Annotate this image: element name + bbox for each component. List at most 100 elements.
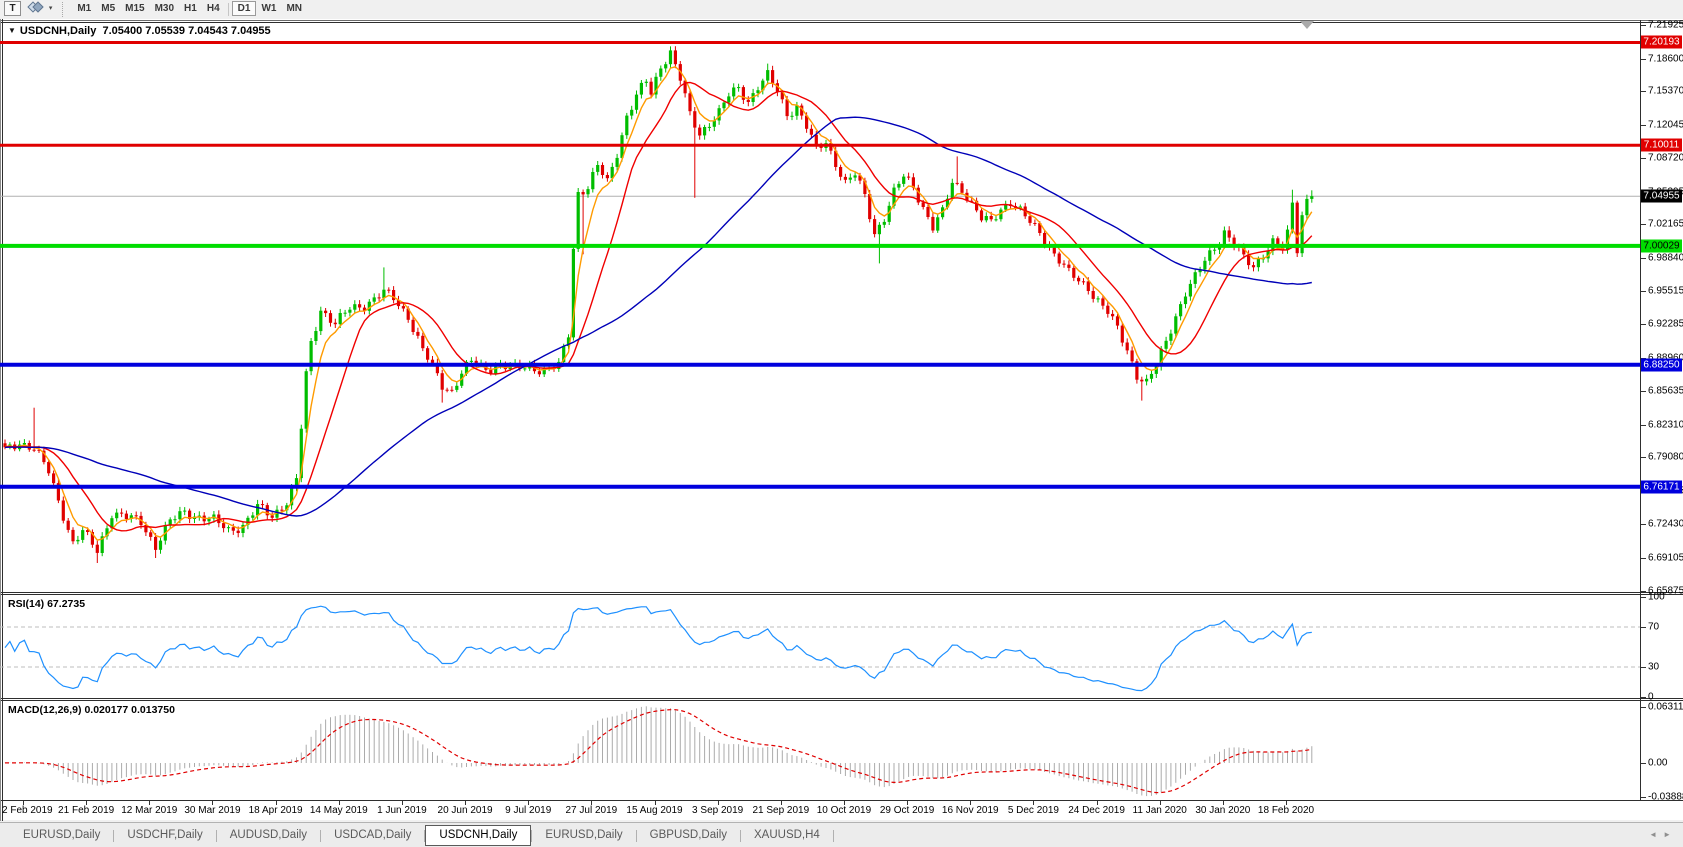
tab-separator: [320, 830, 322, 842]
timeframe-button-H1[interactable]: H1: [184, 3, 197, 14]
axis-tick-mark: [1641, 158, 1646, 160]
timeframe-button-H4[interactable]: H4: [206, 3, 220, 14]
time-label-11-Jan-2020: 11 Jan 2020: [1132, 805, 1187, 816]
time-tick-mark: [465, 801, 466, 805]
macd-panel-canvas[interactable]: [0, 701, 1641, 800]
tab-scroll-left-icon[interactable]: ◄: [1649, 830, 1664, 839]
axis-tick-mark: [1641, 58, 1646, 60]
timeframe-button-MN[interactable]: MN: [286, 3, 302, 14]
chart-tab-GBPUSD-Daily[interactable]: GBPUSD,Daily: [649, 829, 727, 841]
tab-separator: [832, 830, 834, 842]
time-label-30-Mar-2019: 30 Mar 2019: [184, 805, 241, 816]
tab-scroll-right-icon[interactable]: ►: [1663, 830, 1677, 839]
axis-tick-mark: [1641, 763, 1646, 764]
toolbar-drag-handle[interactable]: [61, 2, 63, 17]
chart-tab-USDCHF-Daily[interactable]: USDCHF,Daily: [127, 829, 203, 841]
chart-tab-XAUUSD-H4[interactable]: XAUUSD,H4: [754, 829, 820, 841]
time-tick-mark: [23, 801, 24, 805]
time-label-18-Apr-2019: 18 Apr 2019: [248, 805, 303, 816]
macd-tick--0.038887: -0.038887: [1648, 791, 1683, 803]
chart-tab-EURUSD-Daily[interactable]: EURUSD,Daily: [23, 829, 101, 841]
axis-tick-mark: [1641, 597, 1646, 598]
price-tick-6.95515: 6.95515: [1648, 285, 1683, 297]
timeframe-button-M5[interactable]: M5: [101, 3, 116, 14]
chart-tab-USDCAD-Daily[interactable]: USDCAD,Daily: [334, 829, 412, 841]
macd-indicator-label: MACD(12,26,9) 0.020177 0.013750: [8, 704, 175, 716]
panel-separator-2a[interactable]: [0, 698, 1683, 699]
time-tick-mark: [655, 801, 656, 805]
price-tick-6.72430: 6.72430: [1648, 518, 1683, 530]
chart-background: [0, 19, 1683, 820]
price-tick-6.85635: 6.85635: [1648, 385, 1683, 397]
time-tick-mark: [1160, 801, 1161, 805]
toolbar: T ▾ M1 M5 M15 M30 H1 H4 D1 W1 MN: [0, 0, 1683, 20]
axis-tick-mark: [1641, 424, 1646, 426]
time-label-18-Feb-2020: 18 Feb 2020: [1257, 805, 1315, 816]
rsi-tick-70: 70: [1648, 621, 1660, 633]
price-tick-7.08720: 7.08720: [1648, 152, 1683, 164]
time-tick-mark: [844, 801, 845, 805]
chart-shift-marker-icon[interactable]: [1300, 21, 1314, 29]
tab-separator: [740, 830, 741, 842]
tab-separator: [531, 830, 533, 842]
chart-tab-bar: EURUSD,Daily USDCHF,Daily AUDUSD,Daily USDC…: [0, 822, 1683, 847]
rsi-indicator-label: RSI(14) 67.2735: [8, 598, 86, 610]
timeframe-button-D1[interactable]: D1: [231, 1, 257, 16]
time-label-9-Jul-2019: 9 Jul 2019: [505, 805, 552, 816]
price-axis-border: [1640, 20, 1641, 801]
time-label-2-Feb-2019: 2 Feb 2019: [2, 805, 53, 816]
timeframe-button-W1[interactable]: W1: [261, 3, 277, 14]
time-label-10-Oct-2019: 10 Oct 2019: [816, 805, 872, 816]
price-tick-6.98840: 6.98840: [1648, 252, 1683, 264]
timeframe-button-M30[interactable]: M30: [154, 3, 175, 14]
axis-tick-mark: [1641, 590, 1646, 592]
chart-tab-EURUSD-Daily[interactable]: EURUSD,Daily: [545, 829, 623, 841]
time-tick-mark: [1286, 801, 1287, 805]
price-level-label-7.00029: 7.00029: [1641, 239, 1682, 253]
dropdown-caret-icon[interactable]: ▾: [48, 5, 53, 12]
time-tick-mark: [591, 801, 592, 805]
time-tick-mark: [970, 801, 971, 805]
price-tick-7.21925: 7.21925: [1648, 19, 1683, 31]
chart-top-border2: [0, 22, 1683, 23]
axis-tick-mark: [1641, 25, 1646, 26]
price-level-label-7.10011: 7.10011: [1641, 138, 1682, 152]
timeframe-button-M1[interactable]: M1: [77, 3, 92, 14]
time-label-12-Mar-2019: 12 Mar 2019: [121, 805, 178, 816]
chart-symbol: USDCNH,Daily: [19, 25, 97, 37]
objects-style-button[interactable]: [27, 1, 45, 16]
chart-symbol-dropdown-icon[interactable]: ▼: [8, 26, 16, 35]
chart-tab-AUDUSD-Daily[interactable]: AUDUSD,Daily: [229, 829, 308, 841]
axis-tick-mark: [1641, 797, 1646, 798]
price-tick-7.12045: 7.12045: [1648, 119, 1683, 131]
time-tick-mark: [339, 801, 340, 805]
axis-tick-mark: [1641, 257, 1646, 259]
axis-tick-mark: [1641, 391, 1646, 393]
chart-ohlc-values: 7.05400 7.05539 7.04543 7.04955: [102, 25, 271, 37]
axis-tick-mark: [1641, 667, 1646, 668]
panel-separator-1a[interactable]: [0, 592, 1683, 593]
time-tick-mark: [528, 801, 529, 805]
price-tick-7.18600: 7.18600: [1648, 53, 1683, 65]
main-chart-canvas[interactable]: [0, 20, 1641, 592]
text-tool-button[interactable]: T: [4, 1, 21, 16]
time-label-24-Dec-2019: 24 Dec 2019: [1068, 805, 1125, 816]
price-tick-7.15370: 7.15370: [1648, 85, 1683, 97]
left-border: [0, 19, 1, 821]
time-tick-mark: [276, 801, 277, 805]
time-tick-mark: [149, 801, 150, 805]
axis-tick-mark: [1641, 91, 1646, 93]
price-level-label-6.88250: 6.88250: [1641, 358, 1682, 372]
chart-top-border: [0, 20, 1683, 21]
tab-separator: [424, 830, 426, 842]
timeframe-button-M15[interactable]: M15: [125, 3, 145, 14]
axis-tick-mark: [1641, 524, 1646, 526]
time-tick-mark: [212, 801, 213, 805]
price-level-label-6.76171: 6.76171: [1641, 480, 1682, 494]
price-tick-6.69105: 6.69105: [1648, 552, 1683, 564]
tab-scroll-arrows[interactable]: ◄►: [1649, 830, 1677, 839]
rsi-panel-canvas[interactable]: [0, 595, 1641, 698]
axis-tick-mark: [1641, 457, 1646, 459]
chart-tab-USDCNH-Daily[interactable]: USDCNH,Daily: [425, 825, 532, 846]
